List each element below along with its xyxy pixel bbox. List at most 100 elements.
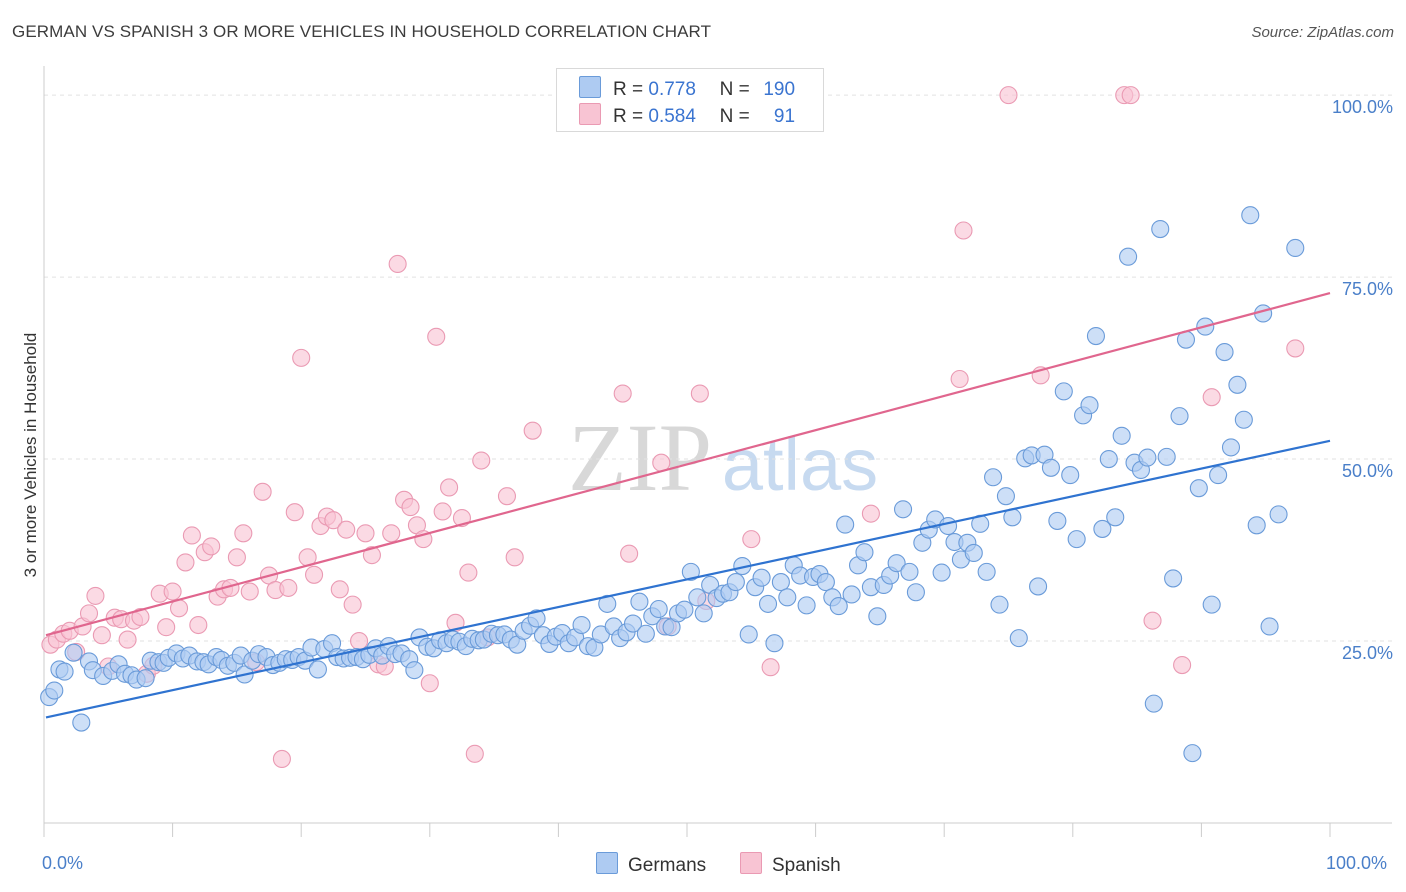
german-point xyxy=(64,643,83,662)
german-point xyxy=(996,487,1015,506)
german-point xyxy=(1054,382,1073,401)
spanish-point xyxy=(330,580,349,599)
german-point xyxy=(527,609,546,628)
spanish-point xyxy=(433,502,452,521)
german-point xyxy=(1183,744,1202,763)
spanish-point xyxy=(613,384,632,403)
german-point xyxy=(906,583,925,602)
spanish-point xyxy=(305,565,324,584)
german-point xyxy=(55,662,74,681)
german-point xyxy=(688,588,707,607)
german-point xyxy=(1221,438,1241,457)
german-point xyxy=(1119,247,1138,266)
german-point xyxy=(136,669,155,688)
german-point xyxy=(1170,407,1189,426)
spanish-point xyxy=(427,327,446,346)
spanish-point xyxy=(157,618,176,637)
spanish-point xyxy=(324,511,343,530)
trend-lines xyxy=(45,292,1331,719)
spanish-point xyxy=(742,530,761,549)
german-point xyxy=(1086,326,1105,346)
spanish-point xyxy=(1143,611,1162,630)
german-point xyxy=(1144,694,1163,713)
german-point xyxy=(572,615,591,635)
german-point xyxy=(726,573,745,592)
german-point xyxy=(752,568,771,587)
legend-r-label: R = xyxy=(613,106,644,127)
y-tick-labels: 25.0% 50.0% 75.0% 100.0% xyxy=(1332,97,1393,663)
y-tick-label: 25.0% xyxy=(1342,643,1393,663)
german-point xyxy=(630,592,649,611)
german-point xyxy=(681,562,700,581)
german-point xyxy=(1080,396,1099,415)
gridlines xyxy=(44,94,1392,642)
german-point xyxy=(45,681,64,700)
german-point xyxy=(636,624,655,643)
spanish-point xyxy=(861,504,880,523)
bottom-legend-label-spanish: Spanish xyxy=(772,855,841,876)
watermark-zip: ZIP xyxy=(568,404,712,511)
german-point xyxy=(694,604,713,623)
bottom-legend-germans: Germans xyxy=(596,852,706,877)
german-point xyxy=(778,588,797,607)
legend-n-label: N = xyxy=(719,79,750,100)
legend-row-spanish: R = 0.584 N = 91 xyxy=(579,103,795,128)
german-point xyxy=(739,625,758,644)
german-point xyxy=(1164,569,1183,588)
german-point xyxy=(893,500,913,519)
german-point xyxy=(1234,410,1253,429)
x-tick-max: 100.0% xyxy=(1326,853,1388,873)
legend-r-germans: 0.778 xyxy=(648,79,696,100)
spanish-point xyxy=(292,348,311,367)
german-point xyxy=(1009,629,1028,648)
german-point xyxy=(1093,519,1112,538)
german-point xyxy=(675,600,694,619)
bottom-legend-label-germans: Germans xyxy=(628,855,707,876)
german-point xyxy=(1106,508,1125,527)
bottom-legend-swatch-germans xyxy=(596,852,618,874)
legend-r-spanish: 0.584 xyxy=(648,106,696,127)
spanish-point xyxy=(189,615,208,635)
german-point xyxy=(1041,458,1060,477)
spanish-point xyxy=(79,604,99,623)
spanish-point xyxy=(440,478,459,497)
german-point xyxy=(829,597,848,616)
german-trend-line xyxy=(45,439,1331,719)
german-point xyxy=(1061,466,1080,485)
spanish-point xyxy=(86,586,105,605)
german-point xyxy=(990,595,1009,614)
german-point xyxy=(72,713,91,732)
spanish-point xyxy=(472,451,491,470)
spanish-point xyxy=(401,498,420,517)
spanish-point xyxy=(182,526,201,545)
german-point xyxy=(900,562,919,581)
german-point xyxy=(939,516,958,536)
spanish-point xyxy=(950,369,969,389)
spanish-point xyxy=(240,582,259,601)
spanish-point xyxy=(388,254,407,274)
spanish-point xyxy=(234,524,253,543)
german-point xyxy=(1151,219,1170,239)
german-point xyxy=(598,594,617,613)
german-point xyxy=(765,634,784,653)
bottom-legend-spanish: Spanish xyxy=(740,852,841,877)
german-point xyxy=(591,625,610,644)
y-tick-label: 75.0% xyxy=(1342,279,1393,299)
spanish-point xyxy=(620,544,639,563)
german-point xyxy=(623,614,643,633)
german-point xyxy=(1247,516,1266,535)
spanish-point xyxy=(465,744,484,763)
chart-title: GERMAN VS SPANISH 3 OR MORE VEHICLES IN … xyxy=(12,22,712,41)
spanish-point xyxy=(202,537,221,556)
spanish-point xyxy=(954,221,973,240)
legend-swatch-germans xyxy=(579,76,601,98)
spanish-point xyxy=(382,524,401,543)
legend-r-label: R = xyxy=(613,79,644,100)
spanish-point xyxy=(505,548,524,567)
german-point xyxy=(1048,511,1067,530)
spanish-point xyxy=(1121,86,1140,105)
spanish-point xyxy=(253,482,272,501)
spanish-point xyxy=(227,548,246,567)
correlation-legend: R = 0.778 N = 190 R = 0.584 N = 91 xyxy=(556,68,824,132)
watermark-atlas: atlas xyxy=(722,423,878,506)
